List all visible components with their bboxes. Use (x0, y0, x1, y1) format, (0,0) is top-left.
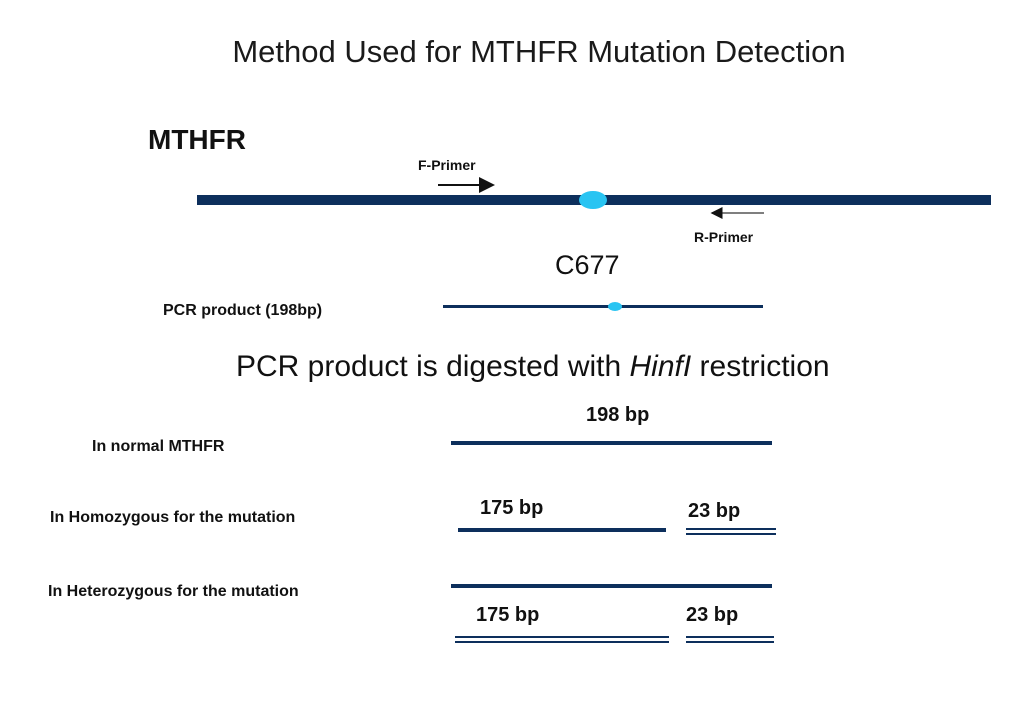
homozygous-fragment-b-strand-bottom (686, 533, 776, 535)
heterozygous-fragment-a-strand-top (455, 636, 669, 638)
heterozygous-fragment-b-strand-top (686, 636, 774, 638)
heterozygous-fragment-a-strand-bottom (455, 641, 669, 643)
digestion-prefix: PCR product is digested with (236, 350, 630, 383)
heterozygous-genotype-label: In Heterozygous for the mutation (48, 583, 299, 600)
forward-primer-label: F-Primer (418, 157, 476, 173)
heterozygous-fragment-a-label: 175 bp (476, 604, 540, 626)
normal-fragment-strand (451, 441, 772, 445)
homozygous-genotype-label: In Homozygous for the mutation (50, 509, 296, 526)
homozygous-fragment-a-label: 175 bp (480, 497, 544, 519)
normal-genotype-label: In normal MTHFR (92, 438, 225, 455)
heterozygous-fragment-b-strand-bottom (686, 641, 774, 643)
pcr-product-site-marker (608, 302, 622, 311)
pcr-product-label: PCR product (198bp) (163, 302, 323, 319)
enzyme-name: HinfI (629, 350, 692, 383)
digestion-suffix: restriction (691, 350, 830, 383)
gene-label: MTHFR (148, 124, 246, 155)
mutation-site-label: C677 (555, 250, 620, 280)
heterozygous-fragment-b-label: 23 bp (686, 604, 739, 626)
digestion-statement: PCR product is digested with HinfI restr… (236, 350, 830, 384)
homozygous-fragment-a-strand (458, 528, 666, 532)
heterozygous-uncut-strand (451, 584, 772, 588)
c677-site-marker (579, 191, 607, 209)
homozygous-fragment-b-label: 23 bp (688, 500, 741, 522)
pcr-product-strand (443, 305, 763, 308)
homozygous-fragment-b-strand-top (686, 528, 776, 530)
diagram-title: Method Used for MTHFR Mutation Detection (232, 34, 846, 69)
normal-fragment-label: 198 bp (586, 404, 650, 426)
reverse-primer-label: R-Primer (694, 229, 754, 245)
